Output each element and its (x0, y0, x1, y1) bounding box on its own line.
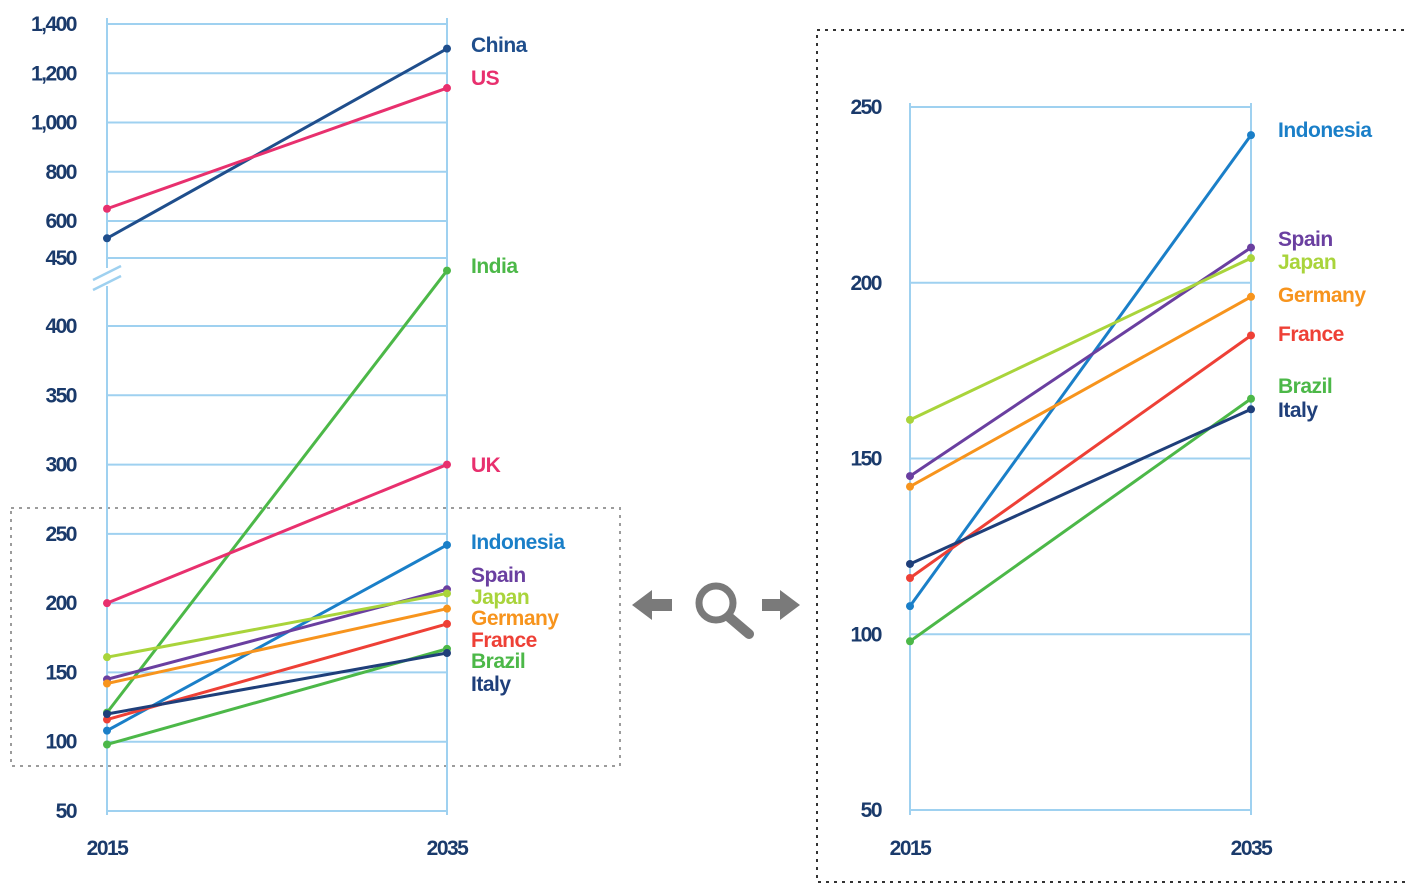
y-tick-label: 450 (45, 247, 76, 270)
y-tick-label: 1,000 (31, 112, 77, 135)
y-tick-label: 400 (45, 315, 76, 338)
data-point-indonesia (1247, 131, 1255, 140)
data-point-china (443, 44, 451, 53)
y-tick-label: 300 (45, 454, 76, 477)
data-point-france (1247, 331, 1255, 340)
axis-break-mark (92, 264, 122, 282)
data-point-china (103, 234, 111, 243)
arrow-right-icon (762, 590, 800, 620)
series-line-germany (909, 295, 1252, 488)
y-tick-label: 50 (56, 800, 77, 823)
data-point-indonesia (906, 602, 914, 611)
series-label-italy: Italy (471, 673, 511, 696)
series-label-japan: Japan (471, 586, 529, 609)
y-tick-label: 250 (45, 523, 76, 546)
data-point-japan (906, 415, 914, 424)
left-chart: 1,400 1,200 1,000 800 600 450 400 350 300 250 200 1… (10, 13, 621, 860)
series-line-india (105, 269, 449, 714)
series-label-uk: UK (471, 454, 501, 477)
data-point-germany (443, 604, 451, 613)
y-tick-label: 200 (850, 272, 881, 295)
y-tick-label: 150 (45, 661, 76, 684)
zoom-panel-border (816, 29, 1408, 883)
y-tick-label: 200 (45, 592, 76, 615)
series-label-indonesia: Indonesia (1278, 119, 1372, 142)
series-label-france: France (471, 629, 537, 652)
series-line-china (106, 47, 448, 240)
x-tick-label: 2015 (890, 837, 933, 860)
series-label-brazil: Brazil (1278, 375, 1332, 398)
series-label-spain: Spain (1278, 228, 1333, 251)
data-point-brazil (103, 740, 111, 749)
axis-break-gap (92, 268, 122, 286)
data-point-italy (906, 559, 914, 568)
series-label-china: China (471, 34, 528, 57)
series-line-brazil (106, 647, 448, 746)
data-point-brazil (1247, 394, 1255, 403)
series-line-indonesia (106, 543, 448, 732)
series-line-brazil (909, 397, 1252, 643)
data-point-italy (103, 710, 111, 718)
y-tick-label: 350 (45, 384, 76, 407)
y-tick-label: 150 (850, 448, 881, 471)
zoom-indicator (632, 582, 800, 639)
x-tick-label: 2035 (427, 837, 470, 860)
data-point-germany (906, 482, 914, 491)
series-label-indonesia: Indonesia (471, 531, 565, 554)
data-point-us (443, 84, 451, 93)
series-label-germany: Germany (471, 607, 559, 630)
data-point-uk (443, 460, 451, 469)
data-point-japan (443, 589, 451, 598)
right-chart: 250 200 150 100 50 2015 2035 Indonesia SpainJapa… (816, 29, 1408, 883)
series-line-italy (106, 651, 448, 716)
series-label-italy: Italy (1278, 399, 1318, 422)
series-label-brazil: Brazil (471, 650, 525, 673)
data-point-spain (906, 472, 914, 481)
x-tick-label: 2015 (87, 837, 130, 860)
data-point-germany (1247, 292, 1255, 301)
series-label-france: France (1278, 323, 1344, 346)
data-point-indonesia (443, 540, 451, 549)
data-point-france (906, 574, 914, 583)
series-line-us (106, 86, 448, 211)
series-label-japan: Japan (1278, 251, 1336, 274)
data-point-france (443, 619, 451, 628)
data-point-japan (103, 653, 111, 662)
series-label-germany: Germany (1278, 284, 1366, 307)
arrow-left-icon (632, 590, 672, 620)
y-tick-label: 50 (861, 799, 882, 822)
series-line-japan (106, 591, 448, 659)
zoom-region-marker (10, 507, 621, 767)
data-point-italy (443, 649, 451, 658)
data-point-japan (1247, 254, 1255, 263)
y-tick-label: 600 (45, 210, 76, 233)
y-tick-label: 250 (850, 96, 881, 119)
axis-break-mark (92, 274, 122, 292)
series-label-us: US (471, 67, 500, 90)
series-line-germany (106, 607, 448, 685)
y-tick-label: 100 (850, 623, 881, 646)
data-point-germany (103, 679, 111, 688)
data-point-spain (1247, 243, 1255, 252)
series-line-uk (106, 463, 448, 605)
data-point-india (443, 266, 451, 275)
y-tick-label: 100 (45, 731, 76, 754)
data-point-france (103, 715, 111, 724)
data-point-brazil (906, 637, 914, 646)
y-tick-label: 1,400 (31, 13, 77, 36)
series-line-indonesia (908, 134, 1253, 608)
magnifier-icon (695, 582, 754, 639)
x-tick-label: 2035 (1231, 837, 1274, 860)
series-line-japan (909, 256, 1252, 422)
data-point-uk (103, 599, 111, 608)
data-point-italy (1247, 405, 1255, 414)
series-label-india: India (471, 255, 518, 278)
series-line-italy (909, 407, 1252, 566)
data-point-indonesia (103, 726, 111, 735)
y-tick-label: 1,200 (31, 62, 77, 85)
data-point-us (103, 204, 111, 213)
y-tick-label: 800 (45, 161, 76, 184)
series-label-spain: Spain (471, 564, 526, 587)
